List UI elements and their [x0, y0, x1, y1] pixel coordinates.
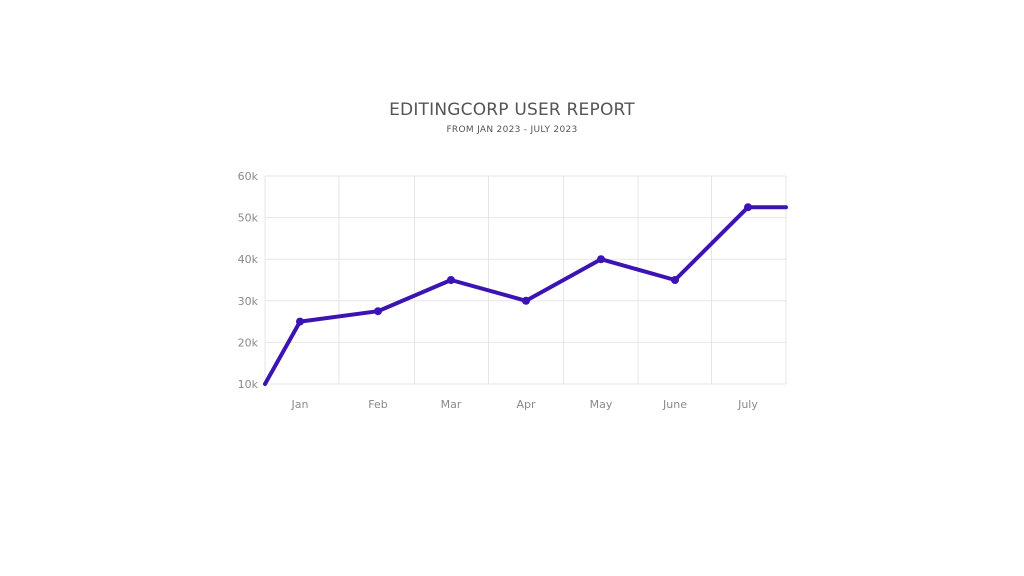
x-tick-label: Jan	[291, 398, 309, 411]
data-point	[522, 296, 530, 305]
x-tick-label: Feb	[368, 398, 387, 411]
y-tick-label: 50k	[238, 212, 259, 225]
data-point	[447, 276, 455, 284]
y-tick-label: 10k	[238, 378, 259, 391]
x-tick-label: May	[590, 398, 613, 411]
y-tick-label: 40k	[238, 253, 259, 266]
y-tick-label: 20k	[238, 336, 259, 349]
x-tick-label: June	[662, 398, 687, 411]
data-point	[374, 307, 382, 316]
x-tick-label: Apr	[516, 398, 536, 411]
chart-title: EDITINGCORP USER REPORT	[389, 100, 635, 120]
chart-subtitle: FROM JAN 2023 - JULY 2023	[446, 125, 578, 135]
y-tick-label: 60k	[238, 170, 259, 183]
series-layer	[263, 203, 788, 386]
x-axis-ticks: Jan Feb Mar Apr May June July	[291, 398, 759, 411]
data-point	[597, 255, 605, 264]
series-line	[263, 205, 788, 386]
y-tick-label: 30k	[238, 295, 259, 308]
x-tick-label: Mar	[441, 398, 462, 411]
data-point	[744, 203, 752, 212]
y-axis-ticks: 60k 50k 40k 30k 20k 10k	[238, 170, 259, 391]
x-tick-label: July	[737, 398, 758, 411]
grid-lines	[264, 175, 787, 385]
data-point	[296, 317, 304, 326]
data-point	[671, 276, 679, 284]
